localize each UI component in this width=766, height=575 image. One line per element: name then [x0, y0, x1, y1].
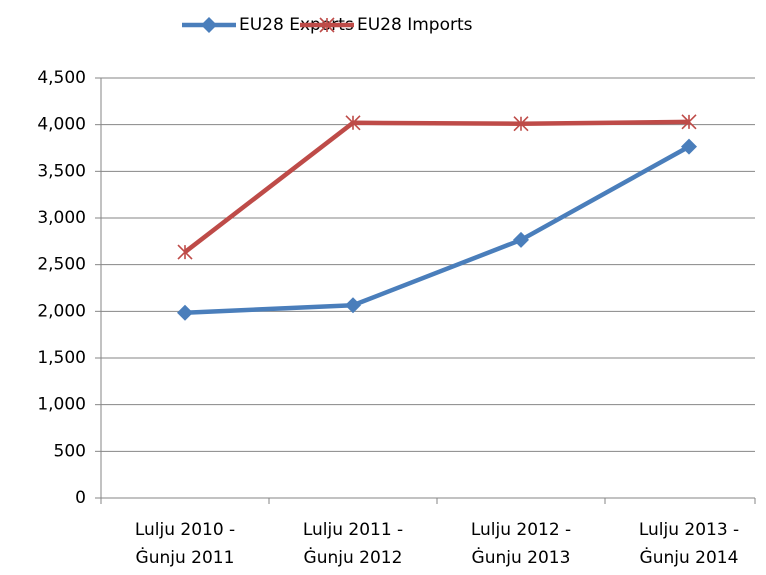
- marker: [681, 138, 697, 155]
- y-tick-label: 3,000: [37, 208, 86, 228]
- y-tick-label: 2,500: [37, 255, 86, 275]
- y-tick-label: 3,500: [37, 161, 86, 181]
- marker: [201, 17, 217, 33]
- marker: [681, 114, 697, 130]
- x-tick-label-line: Ġunju 2014: [640, 546, 739, 568]
- y-tick-label: 1,500: [37, 348, 86, 368]
- y-tick-label: 0: [75, 488, 86, 508]
- x-tick-label: Lulju 2011 - Ġunju 2012: [303, 520, 403, 568]
- series-line: [183, 119, 690, 254]
- y-tick-label: 1,000: [37, 395, 86, 415]
- x-tick-label-line: Ġunju 2012: [304, 546, 403, 568]
- marker: [177, 304, 193, 321]
- legend-label: EU28 Exports: [239, 15, 354, 35]
- marker: [513, 231, 529, 248]
- marker: [513, 116, 529, 132]
- x-tick-label: Lulju 2012 - Ġunju 2013: [471, 520, 571, 568]
- x-tick-label-line: Lulju 2010 -: [135, 520, 235, 540]
- x-tick-label-line: Ġunju 2013: [472, 546, 571, 568]
- x-tick-label-line: Ġunju 2011: [136, 546, 235, 568]
- y-tick-label: 500: [54, 441, 86, 461]
- x-tick-label-line: Lulju 2011 -: [303, 520, 403, 540]
- marker: [345, 297, 361, 314]
- x-tick-label: Lulju 2010 - Ġunju 2011: [135, 520, 235, 568]
- series-line: [184, 144, 691, 315]
- marker: [319, 17, 335, 33]
- x-tick-label-line: Lulju 2012 -: [471, 520, 571, 540]
- marker: [177, 244, 193, 260]
- y-tick-label: 2,000: [37, 301, 86, 321]
- x-tick-label-line: Lulju 2013 -: [639, 520, 739, 540]
- y-tick-label: 4,000: [37, 115, 86, 135]
- legend-label: EU28 Imports: [357, 15, 473, 35]
- marker: [345, 115, 361, 131]
- y-tick-label: 4,500: [37, 68, 86, 88]
- x-tick-label: Lulju 2013 - Ġunju 2014: [639, 520, 739, 568]
